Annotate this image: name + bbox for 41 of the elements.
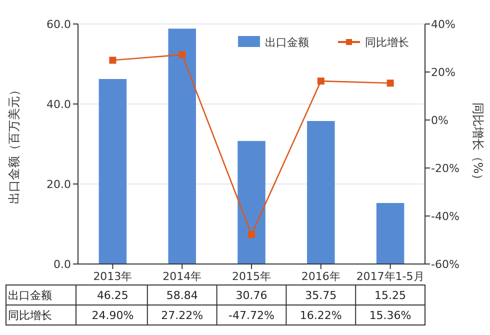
- bar: [168, 28, 196, 264]
- data-label: 58.84: [166, 289, 198, 302]
- y2-tick-label: -20%: [431, 162, 460, 175]
- y2-tick-label: -60%: [431, 258, 460, 271]
- x-tick-label: 2014年: [162, 270, 202, 283]
- legend-label: 出口金额: [265, 36, 309, 49]
- data-label: 15.36%: [369, 309, 412, 322]
- y2-tick-label: 20%: [431, 66, 456, 79]
- y-tick-label: 0.0: [54, 258, 71, 271]
- point: [386, 80, 394, 87]
- x-tick-label: 2017年1-5月: [356, 270, 424, 283]
- data-label: 46.25: [96, 289, 128, 302]
- bar: [376, 203, 404, 264]
- point: [109, 56, 116, 64]
- point: [248, 231, 255, 238]
- x-tick-label: 2016年: [301, 270, 340, 283]
- data-label: 15.25: [374, 289, 406, 302]
- y-tick-label: 20.0: [46, 178, 71, 191]
- text: 同比增长: [8, 309, 52, 322]
- y2-axis-title: 同比增长（%）: [471, 102, 485, 186]
- data-label: 35.75: [305, 289, 337, 302]
- y2-tick-label: -40%: [431, 210, 460, 223]
- bar: [98, 79, 127, 264]
- point: [317, 78, 324, 85]
- data-label: 16.22%: [300, 309, 342, 322]
- data-label: -47.72%: [228, 309, 274, 322]
- bar: [238, 140, 266, 264]
- y-axis-title: 出口金额（百万美元）: [7, 84, 21, 204]
- y2-tick-label: 40%: [431, 18, 456, 31]
- point: [178, 51, 186, 58]
- data-label: 30.76: [236, 289, 268, 302]
- legend-label: 同比增长: [365, 36, 409, 49]
- x-tick-label: 2015年: [232, 270, 271, 283]
- y-tick-label: 60.0: [46, 18, 71, 31]
- bar: [307, 121, 335, 264]
- data-label: 24.90%: [92, 309, 134, 322]
- text: 出口金额: [8, 289, 52, 302]
- x-tick-label: 2013年: [93, 270, 132, 283]
- y2-tick-label: 0%: [431, 114, 448, 127]
- data-label: 27.22%: [161, 309, 204, 322]
- y-tick-label: 40.0: [46, 98, 71, 111]
